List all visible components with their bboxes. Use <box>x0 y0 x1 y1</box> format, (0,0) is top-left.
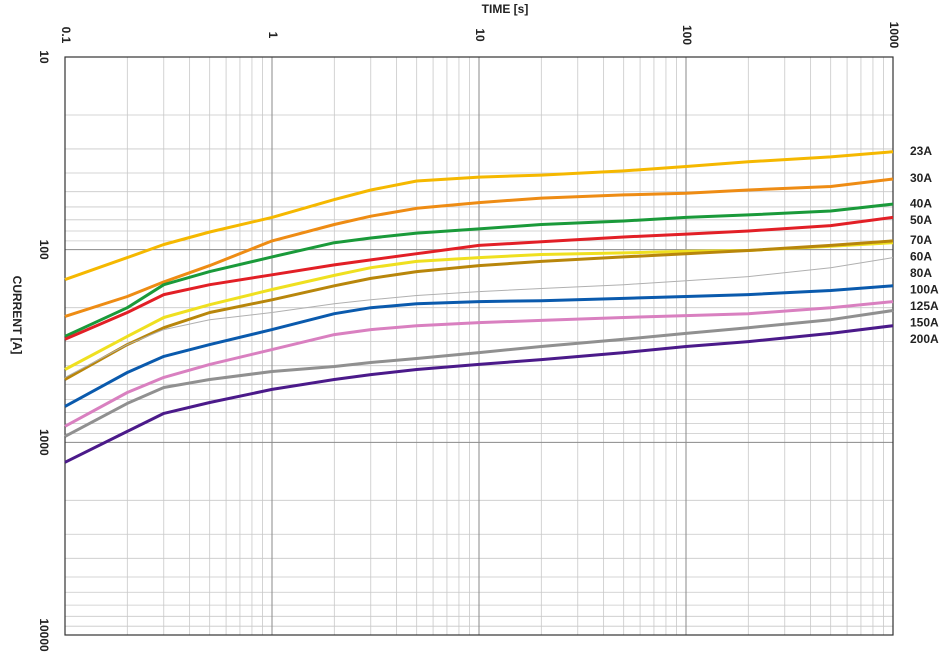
series-line <box>64 309 894 438</box>
legend-label: 40A <box>910 196 932 210</box>
series-line <box>64 202 894 338</box>
legend-label: 100A <box>910 283 939 297</box>
legend-label: 30A <box>910 171 932 185</box>
legend-label: 150A <box>910 316 939 330</box>
legend-label: 80A <box>910 266 932 280</box>
series-line <box>64 284 894 408</box>
y-tick-label: 10 <box>37 50 51 64</box>
x-tick-label: 0.1 <box>59 27 73 44</box>
series-line <box>64 257 894 378</box>
legend-label: 125A <box>910 299 939 313</box>
legend-label: 50A <box>910 213 932 227</box>
series-line <box>64 324 894 464</box>
x-tick-label: 10 <box>473 28 487 42</box>
series-line <box>64 215 894 341</box>
y-tick-label: 10000 <box>37 618 51 652</box>
plot-frame <box>64 56 894 636</box>
series-line <box>64 239 894 381</box>
x-tick-label: 1 <box>266 32 280 39</box>
y-axis-title: CURRENT [A] <box>10 276 24 355</box>
x-axis-title: TIME [s] <box>482 2 529 16</box>
series-line <box>64 177 894 318</box>
legend-label: 23A <box>910 144 932 158</box>
legend-label: 60A <box>910 250 932 264</box>
y-tick-label: 100 <box>37 240 51 260</box>
x-tick-label: 1000 <box>887 22 901 49</box>
legend-label: 200A <box>910 332 939 346</box>
series-line <box>64 150 894 282</box>
series-line <box>64 300 894 428</box>
x-tick-label: 100 <box>680 25 694 45</box>
legend-label: 70A <box>910 233 932 247</box>
y-tick-label: 1000 <box>37 429 51 456</box>
